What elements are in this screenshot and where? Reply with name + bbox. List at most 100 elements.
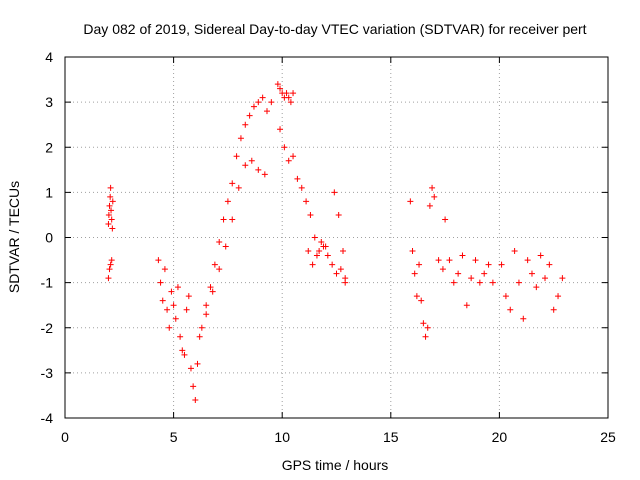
data-point xyxy=(335,211,342,218)
data-point xyxy=(290,153,297,160)
data-point xyxy=(211,261,218,268)
data-point xyxy=(277,85,284,92)
data-point xyxy=(411,270,418,277)
data-point xyxy=(422,333,429,340)
data-point xyxy=(255,166,262,173)
data-point xyxy=(281,144,288,151)
y-tick-label: -4 xyxy=(41,410,54,426)
y-tick-label: -3 xyxy=(41,365,54,381)
data-point xyxy=(537,252,544,259)
data-point xyxy=(485,261,492,268)
data-point xyxy=(337,266,344,273)
data-point xyxy=(108,216,115,223)
data-point xyxy=(313,252,320,259)
data-point xyxy=(316,248,323,255)
data-point xyxy=(224,198,231,205)
data-point xyxy=(105,220,112,227)
data-point xyxy=(233,153,240,160)
data-point xyxy=(161,266,168,273)
data-point xyxy=(179,347,186,354)
data-point xyxy=(559,275,566,282)
data-point xyxy=(170,302,177,309)
data-point xyxy=(489,279,496,286)
data-point xyxy=(157,279,164,286)
data-point xyxy=(172,315,179,322)
data-point xyxy=(340,248,347,255)
plot-frame xyxy=(64,56,609,419)
x-tick-label: 0 xyxy=(61,429,69,445)
data-point xyxy=(468,275,475,282)
data-points xyxy=(105,81,566,403)
data-point xyxy=(183,306,190,313)
data-point xyxy=(242,162,249,169)
data-point xyxy=(333,270,340,277)
data-point xyxy=(192,396,199,403)
data-point xyxy=(235,184,242,191)
data-point xyxy=(105,211,112,218)
data-point xyxy=(203,311,210,318)
data-point xyxy=(277,126,284,133)
data-point xyxy=(550,306,557,313)
data-point xyxy=(108,257,115,264)
data-point xyxy=(229,216,236,223)
data-point xyxy=(255,99,262,106)
data-point xyxy=(290,90,297,97)
data-point xyxy=(261,171,268,178)
data-point xyxy=(222,243,229,250)
data-point xyxy=(294,175,301,182)
x-tick-label: 5 xyxy=(170,429,178,445)
data-point xyxy=(409,248,416,255)
data-point xyxy=(263,108,270,115)
x-axis-label: GPS time / hours xyxy=(282,457,389,473)
data-point xyxy=(107,193,114,200)
data-point xyxy=(196,333,203,340)
data-point xyxy=(174,284,181,291)
data-point xyxy=(105,275,112,282)
grid xyxy=(65,57,608,418)
y-tick-label: 1 xyxy=(45,184,53,200)
data-point xyxy=(555,293,562,300)
data-point xyxy=(248,157,255,164)
data-point xyxy=(229,180,236,187)
data-point xyxy=(259,94,266,101)
data-point xyxy=(287,99,294,106)
data-point xyxy=(546,261,553,268)
data-point xyxy=(442,216,449,223)
data-point xyxy=(303,198,310,205)
data-point xyxy=(298,184,305,191)
data-point xyxy=(418,297,425,304)
data-point xyxy=(309,261,316,268)
data-point xyxy=(413,293,420,300)
data-point xyxy=(311,234,318,241)
data-point xyxy=(237,135,244,142)
y-tick-label: 3 xyxy=(45,94,53,110)
data-point xyxy=(185,293,192,300)
data-point xyxy=(242,121,249,128)
data-point xyxy=(307,211,314,218)
data-point xyxy=(106,202,113,209)
y-axis-label: SDTVAR / TECUs xyxy=(6,181,22,293)
data-point xyxy=(207,284,214,291)
x-tick-label: 20 xyxy=(492,429,508,445)
data-point xyxy=(520,315,527,322)
data-point xyxy=(190,383,197,390)
data-point xyxy=(455,270,462,277)
chart-title: Day 082 of 2019, Sidereal Day-to-day VTE… xyxy=(83,21,586,37)
data-point xyxy=(305,248,312,255)
data-point xyxy=(285,157,292,164)
data-point xyxy=(107,261,114,268)
data-point xyxy=(429,184,436,191)
data-point xyxy=(435,257,442,264)
data-point xyxy=(342,279,349,286)
data-point xyxy=(446,257,453,264)
data-point xyxy=(533,284,540,291)
data-point xyxy=(164,306,171,313)
data-point xyxy=(109,198,116,205)
data-point xyxy=(168,288,175,295)
x-tick-label: 15 xyxy=(383,429,399,445)
data-point xyxy=(331,189,338,196)
data-point xyxy=(498,261,505,268)
data-point xyxy=(216,266,223,273)
data-point xyxy=(450,279,457,286)
